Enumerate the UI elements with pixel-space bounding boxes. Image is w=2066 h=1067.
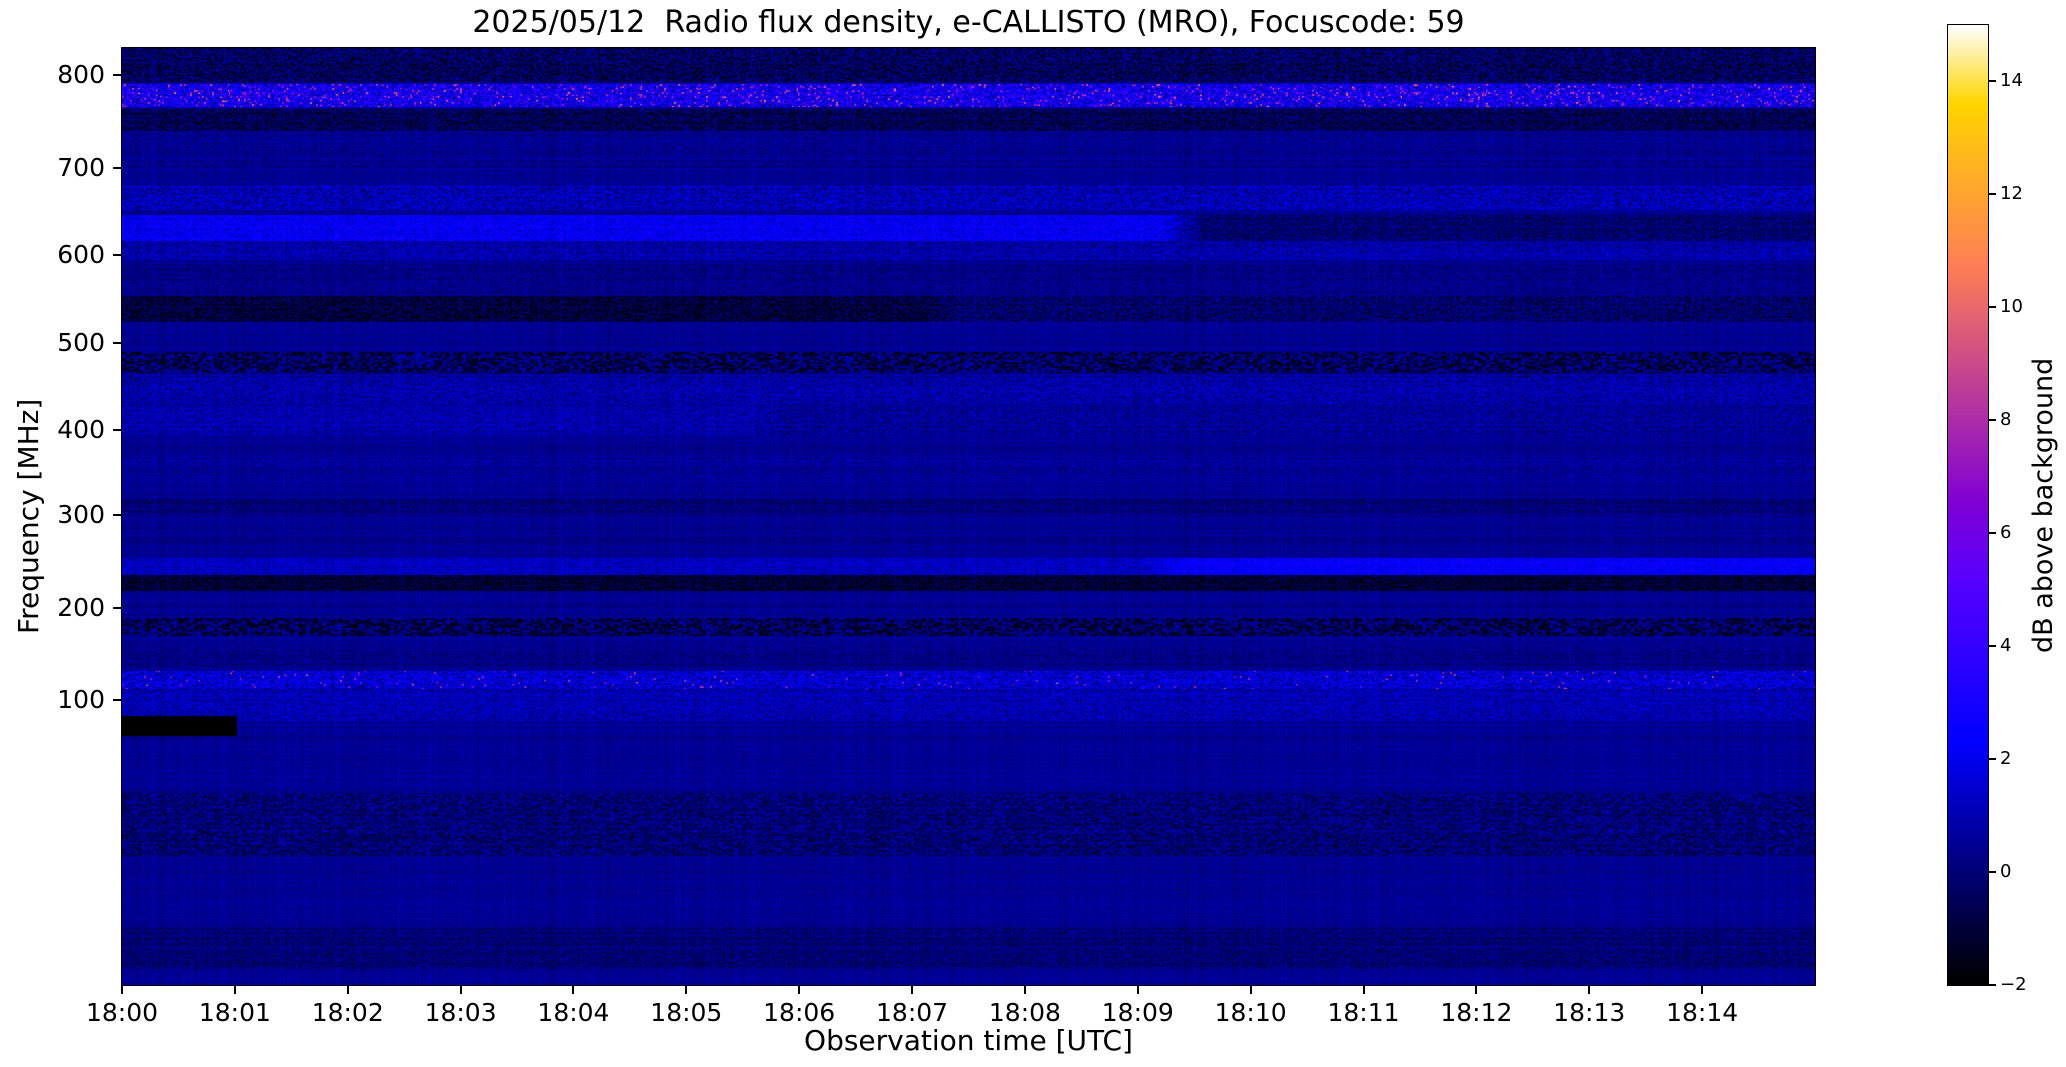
- y-tick-mark: [113, 607, 122, 610]
- spectrogram-canvas: [122, 48, 1815, 985]
- x-tick-mark: [572, 985, 575, 994]
- x-tick-label: 18:13: [1553, 998, 1626, 1027]
- colorbar-tick-label: 6: [2000, 522, 2012, 544]
- y-tick-mark: [113, 254, 122, 257]
- colorbar-tick-mark: [1988, 984, 1996, 986]
- colorbar-tick-mark: [1988, 193, 1996, 196]
- x-tick-mark: [1362, 985, 1365, 994]
- colorbar-tick-mark: [1988, 871, 1996, 874]
- x-tick-label: 18:03: [424, 998, 497, 1027]
- x-tick-label: 18:02: [311, 998, 384, 1027]
- x-tick-label: 18:12: [1440, 998, 1513, 1027]
- y-tick-mark: [113, 429, 122, 432]
- colorbar: [1947, 24, 1989, 986]
- y-tick-mark: [113, 513, 122, 516]
- y-tick-label: 500: [57, 328, 105, 358]
- x-axis-label: Observation time [UTC]: [804, 1024, 1133, 1057]
- colorbar-tick-label: −2: [2000, 974, 2027, 995]
- colorbar-tick-label: 14: [2000, 70, 2023, 92]
- colorbar-tick-mark: [1988, 758, 1996, 761]
- y-tick-label: 800: [57, 60, 105, 90]
- colorbar-tick-label: 4: [2000, 635, 2012, 657]
- y-tick-mark: [113, 699, 122, 702]
- colorbar-tick-mark: [1988, 419, 1996, 422]
- colorbar-tick-mark: [1988, 532, 1996, 535]
- x-tick-mark: [685, 985, 688, 994]
- x-tick-mark: [911, 985, 914, 994]
- y-tick-mark: [113, 166, 122, 169]
- y-tick-label: 400: [57, 415, 105, 445]
- x-tick-label: 18:14: [1666, 998, 1739, 1027]
- colorbar-canvas: [1948, 25, 1988, 985]
- x-tick-label: 18:08: [988, 998, 1061, 1027]
- chart-title: 2025/05/12 Radio flux density, e-CALLIST…: [472, 5, 1465, 40]
- colorbar-tick-mark: [1988, 306, 1996, 309]
- x-tick-mark: [798, 985, 801, 994]
- x-tick-mark: [1136, 985, 1139, 994]
- colorbar-label: dB above background: [2028, 357, 2059, 653]
- y-tick-label: 300: [57, 499, 105, 529]
- x-tick-mark: [1475, 985, 1478, 994]
- colorbar-tick-mark: [1988, 80, 1996, 83]
- x-tick-label: 18:07: [876, 998, 949, 1027]
- y-tick-mark: [113, 342, 122, 345]
- y-tick-label: 600: [57, 240, 105, 270]
- y-tick-label: 700: [57, 152, 105, 182]
- x-tick-label: 18:06: [763, 998, 836, 1027]
- x-tick-mark: [1588, 985, 1591, 994]
- colorbar-tick-label: 0: [2000, 861, 2012, 883]
- x-tick-mark: [1701, 985, 1704, 994]
- x-tick-label: 18:09: [1101, 998, 1174, 1027]
- x-tick-label: 18:01: [198, 998, 271, 1027]
- x-tick-mark: [233, 985, 236, 994]
- x-tick-label: 18:00: [85, 998, 159, 1027]
- colorbar-tick-mark: [1988, 645, 1996, 648]
- x-tick-mark: [121, 985, 123, 994]
- x-tick-mark: [1249, 985, 1252, 994]
- x-tick-label: 18:11: [1327, 998, 1400, 1027]
- x-tick-mark: [1023, 985, 1026, 994]
- x-tick-label: 18:04: [537, 998, 610, 1027]
- x-tick-label: 18:10: [1214, 998, 1287, 1027]
- y-tick-label: 200: [57, 593, 105, 623]
- colorbar-tick-label: 10: [2000, 296, 2023, 318]
- x-tick-label: 18:05: [650, 998, 723, 1027]
- colorbar-tick-label: 12: [2000, 183, 2023, 205]
- plot-area: [121, 47, 1816, 986]
- x-tick-mark: [459, 985, 462, 994]
- colorbar-tick-label: 8: [2000, 409, 2012, 431]
- colorbar-tick-label: 2: [2000, 748, 2012, 770]
- y-tick-label: 100: [57, 685, 105, 715]
- x-tick-mark: [346, 985, 349, 994]
- y-tick-mark: [113, 74, 122, 77]
